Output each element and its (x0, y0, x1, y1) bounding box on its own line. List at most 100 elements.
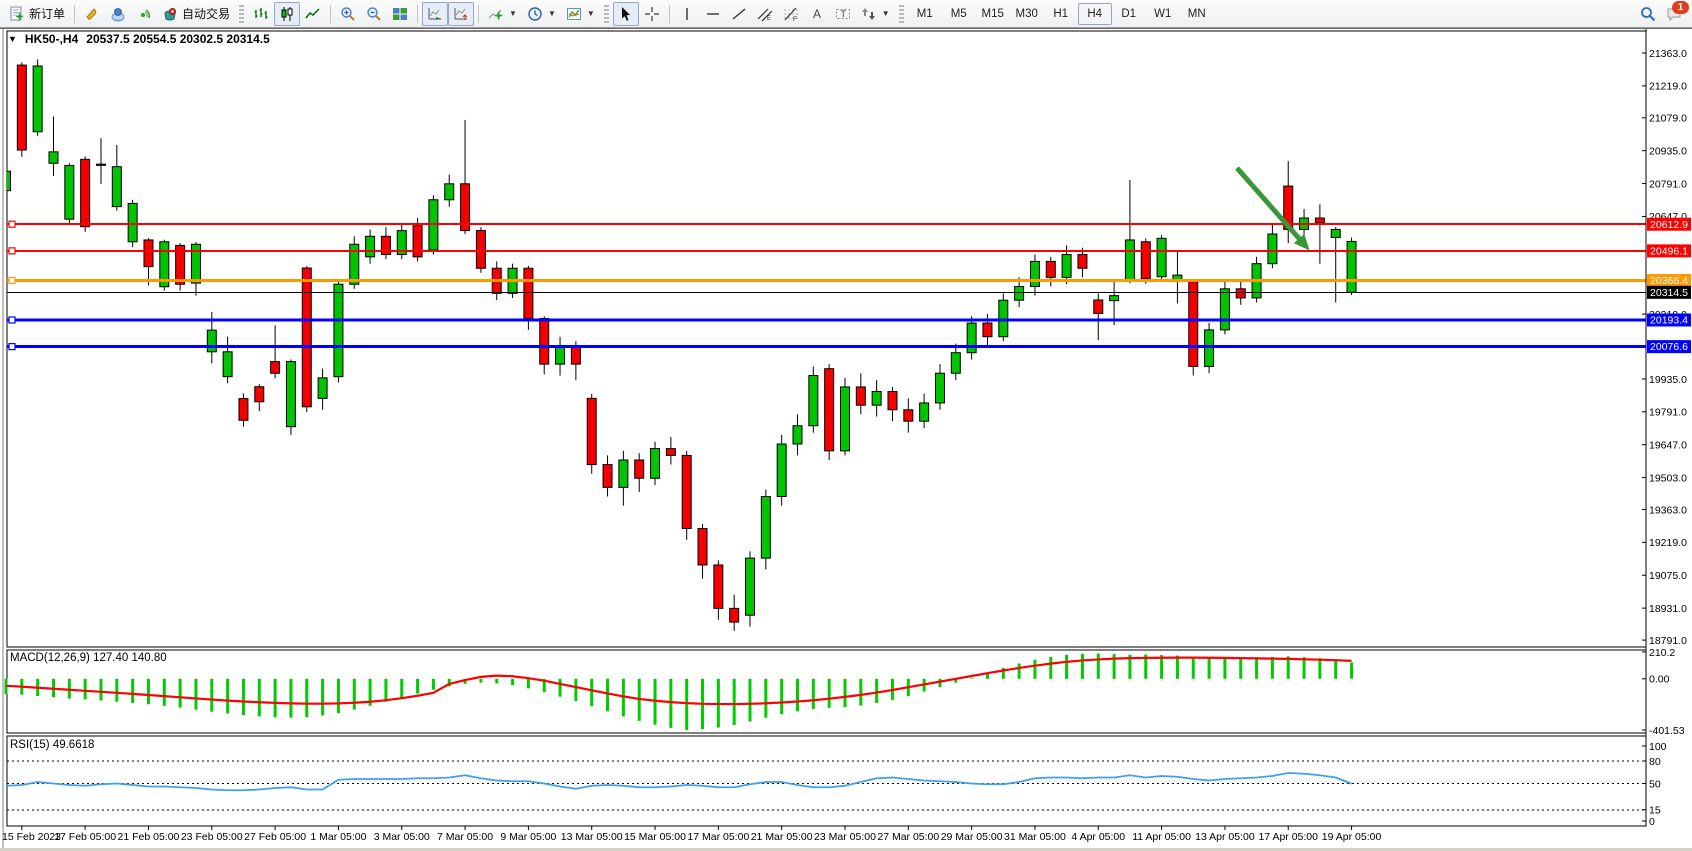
timeframe-button-w1[interactable]: W1 (1154, 7, 1172, 20)
candle (333, 279, 344, 383)
time-label: 19 Apr 05:00 (1322, 831, 1382, 843)
vline-tool-button[interactable] (674, 2, 700, 26)
horizontal-line-20496.1[interactable] (7, 247, 1646, 255)
candle (444, 174, 455, 207)
candle-body (7, 170, 11, 192)
candle-body (1314, 217, 1325, 224)
hline-handle[interactable] (8, 276, 16, 285)
candle (1029, 254, 1040, 296)
separator (668, 4, 670, 23)
timeframe-button-m30[interactable]: M30 (1015, 7, 1038, 20)
toolbar-grip[interactable] (898, 4, 904, 23)
candle-body (934, 372, 945, 404)
candle-body (143, 239, 154, 268)
trendline-icon (732, 7, 746, 20)
candle (1093, 293, 1104, 341)
quotes-button[interactable] (79, 2, 105, 26)
candle-body (475, 230, 486, 269)
bar-chart-button[interactable] (248, 2, 274, 26)
zoom-in-button[interactable] (335, 2, 361, 26)
candle (618, 450, 629, 506)
zoom-out-button[interactable] (361, 2, 387, 26)
hline-handle[interactable] (8, 343, 16, 351)
horizontal-line-20193.4[interactable] (7, 316, 1646, 324)
hline-handle[interactable] (8, 316, 16, 324)
hline-handle[interactable] (8, 220, 16, 228)
candle (159, 239, 170, 291)
search-icon[interactable] (1640, 6, 1656, 22)
main-pane (6, 30, 1647, 648)
periods-button[interactable]: ▼ (522, 2, 561, 26)
shapes-tool-button[interactable]: ▼ (856, 2, 895, 26)
timeframe-button-m1[interactable]: M1 (916, 7, 933, 20)
candle-body (317, 377, 328, 399)
candle (1267, 224, 1278, 269)
chart-svg: 21363.021219.021079.020935.020791.020647… (0, 28, 1692, 848)
indicators-button[interactable]: ▼ (483, 2, 522, 26)
text-label-icon: T (835, 8, 850, 19)
candle (1077, 247, 1088, 278)
trend-arrow-annotation[interactable] (1235, 166, 1310, 251)
price-tick-label: 19363.0 (1649, 504, 1687, 516)
templates-button[interactable]: ▼ (561, 2, 600, 26)
trendline-tool-button[interactable] (726, 2, 752, 26)
candle-body (681, 454, 692, 529)
chart-shift-button[interactable] (448, 1, 475, 26)
timeframe-button-d1[interactable]: D1 (1121, 7, 1137, 20)
toolbar-grip[interactable] (239, 4, 245, 23)
hline-tool-button[interactable] (700, 2, 726, 26)
time-label: 4 Apr 05:00 (1071, 831, 1125, 843)
text-tool-button[interactable]: A (804, 2, 830, 26)
candle (903, 398, 914, 433)
channel-tool-button[interactable]: E (752, 2, 778, 26)
candle (950, 343, 961, 381)
candle-body (539, 317, 550, 365)
timeframe-button-h1[interactable]: H1 (1053, 7, 1069, 20)
cursor-tool-button[interactable] (612, 1, 639, 26)
notifications-button[interactable]: 1 (1666, 0, 1689, 22)
candle (1188, 279, 1199, 376)
signals-button[interactable] (131, 2, 157, 26)
community-button[interactable] (105, 2, 131, 26)
fibonacci-tool-button[interactable]: F (778, 2, 804, 26)
candle (95, 138, 106, 184)
candle-body (190, 243, 201, 284)
time-label: 17 Apr 05:00 (1258, 831, 1318, 843)
time-label: 21 Feb 05:00 (118, 831, 180, 843)
window-bottom-edge (0, 848, 1692, 851)
candle (792, 414, 803, 456)
line-chart-button[interactable] (300, 2, 326, 26)
time-label: 21 Mar 05:00 (751, 831, 813, 843)
hline-price-label: 20193.4 (1647, 313, 1691, 327)
chart-menu-caret[interactable]: ▼ (8, 34, 17, 44)
crosshair-tool-button[interactable] (639, 2, 665, 26)
toolbar-grip[interactable] (603, 4, 609, 23)
horizontal-line-20076.6[interactable] (7, 343, 1646, 351)
rsi-scale-label: 50 (1649, 778, 1661, 790)
new-order-button[interactable]: 新订单 (4, 2, 70, 26)
timeframe-button-mn[interactable]: MN (1187, 7, 1206, 20)
candlestick-chart-button[interactable] (274, 1, 301, 26)
autotrade-button[interactable]: 自动交易 (157, 2, 235, 26)
timeframe-button-h4[interactable]: H4 (1077, 2, 1112, 25)
timeframe-button-m5[interactable]: M5 (950, 7, 967, 20)
label-tool-button[interactable]: T (830, 2, 856, 26)
candle-body (871, 391, 882, 406)
tile-windows-button[interactable] (387, 2, 413, 26)
separator (417, 4, 419, 23)
price-tick-label: 20935.0 (1649, 145, 1687, 157)
new-order-label: 新订单 (29, 7, 66, 21)
candle-body (111, 166, 122, 208)
candle (254, 384, 265, 411)
candle-body (1235, 288, 1246, 299)
horizontal-line-20366.4[interactable] (7, 276, 1646, 285)
zoom-out-icon (367, 6, 381, 21)
candle-body (16, 64, 27, 151)
arrows-shapes-icon (861, 7, 875, 20)
horizontal-line-20612.9[interactable] (7, 220, 1646, 228)
timeframe-button-m15[interactable]: M15 (981, 7, 1004, 20)
hline-handle[interactable] (8, 247, 16, 255)
auto-scroll-button[interactable] (422, 1, 449, 26)
candle (1219, 281, 1230, 335)
candle-body (1140, 241, 1151, 280)
